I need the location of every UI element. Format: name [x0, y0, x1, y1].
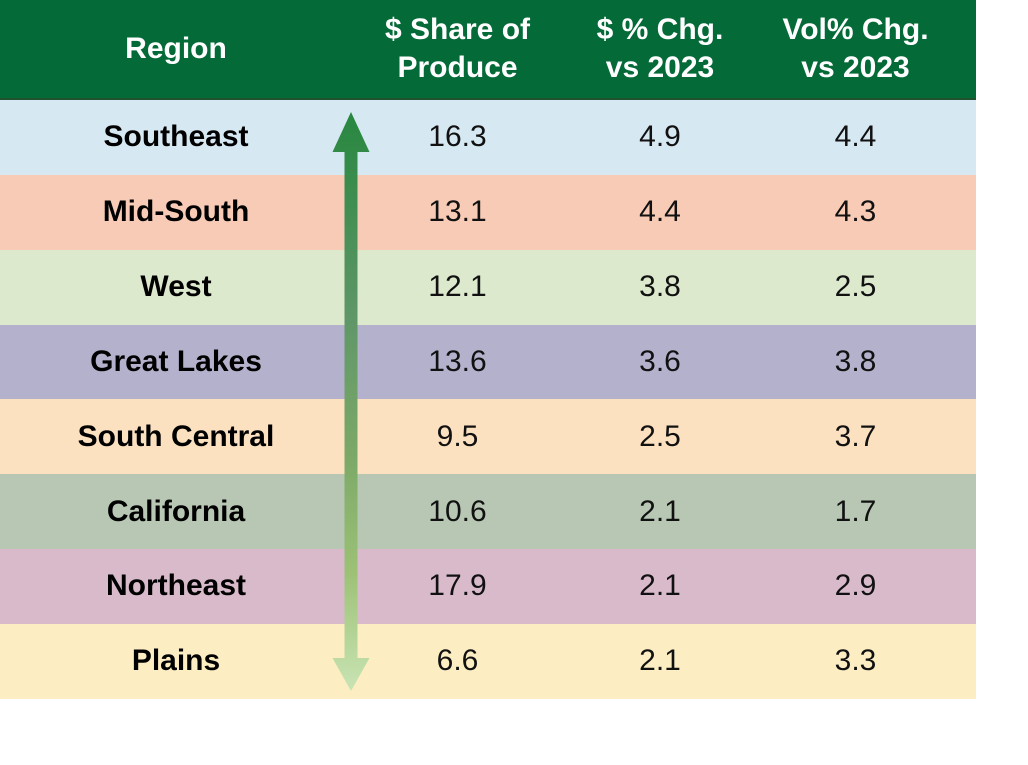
vol-pct-change-value: 4.3	[834, 195, 877, 229]
dollar-pct-change-value: 3.6	[639, 344, 681, 378]
share-of-produce-value: 9.5	[436, 419, 479, 453]
dollar-pct-change-value: 3.8	[639, 270, 681, 304]
share-of-produce-value: 12.1	[428, 270, 487, 304]
table-row: California 10.6 2.1 1.7	[0, 474, 976, 550]
vol-pct-change-value: 4.4	[834, 120, 877, 154]
share-of-produce-value: 13.1	[428, 195, 487, 229]
share-of-produce-value: 10.6	[428, 494, 487, 528]
table-row: Plains 6.6 2.1 3.3	[0, 623, 976, 699]
dollar-pct-change-value: 2.1	[639, 494, 681, 528]
table-row: South Central 9.5 2.5 3.7	[0, 399, 976, 475]
region-name: Southeast	[103, 120, 249, 154]
column-header-dollar-pct-change: $ % Chg. vs 2023	[585, 0, 735, 98]
dollar-pct-change-value: 2.1	[639, 569, 681, 603]
header-line: $ % Chg.	[596, 13, 724, 46]
header-line: vs 2023	[605, 51, 715, 84]
share-of-produce-value: 6.6	[436, 644, 479, 678]
vol-pct-change-value: 1.7	[834, 494, 877, 528]
region-name: Plains	[131, 644, 221, 678]
vol-pct-change-value: 3.7	[834, 419, 877, 453]
region-name: Northeast	[105, 569, 247, 603]
table-header-row: Region $ Share of Produce $ % Chg. vs 2023…	[0, 0, 976, 100]
dollar-pct-change-value: 2.5	[639, 419, 681, 453]
region-name: West	[140, 270, 212, 304]
column-header-region: Region	[0, 0, 330, 98]
share-of-produce-value: 17.9	[428, 569, 487, 603]
header-line: Vol% Chg.	[782, 13, 929, 46]
column-header-share-of-produce: $ Share of Produce	[330, 0, 585, 98]
region-data-table: Region $ Share of Produce $ % Chg. vs 2023…	[0, 0, 976, 699]
region-name: California	[106, 494, 246, 528]
share-of-produce-value: 16.3	[428, 120, 487, 154]
column-header-vol-pct-change: Vol% Chg. vs 2023	[735, 0, 976, 98]
header-line: vs 2023	[801, 51, 910, 84]
region-name: Mid-South	[102, 195, 250, 229]
vol-pct-change-value: 3.8	[834, 344, 877, 378]
dollar-pct-change-value: 4.4	[639, 195, 681, 229]
header-line: Produce	[397, 51, 518, 84]
share-of-produce-value: 13.6	[428, 344, 487, 378]
vol-pct-change-value: 3.3	[834, 644, 877, 678]
table-row: Great Lakes 13.6 3.6 3.8	[0, 324, 976, 400]
table-row: Mid-South 13.1 4.4 4.3	[0, 174, 976, 250]
table-row: Southeast 16.3 4.9 4.4	[0, 100, 976, 175]
header-line: $ Share of	[384, 13, 531, 46]
region-name: South Central	[77, 419, 275, 453]
vol-pct-change-value: 2.5	[834, 270, 877, 304]
header-line: Region	[125, 32, 227, 65]
dollar-pct-change-value: 4.9	[639, 120, 681, 154]
dollar-pct-change-value: 2.1	[639, 644, 681, 678]
table-row: West 12.1 3.8 2.5	[0, 249, 976, 325]
vol-pct-change-value: 2.9	[834, 569, 877, 603]
table-row: Northeast 17.9 2.1 2.9	[0, 549, 976, 624]
region-name: Great Lakes	[90, 344, 262, 378]
table-body: Southeast 16.3 4.9 4.4 Mid-South 13.1 4.…	[0, 100, 976, 699]
